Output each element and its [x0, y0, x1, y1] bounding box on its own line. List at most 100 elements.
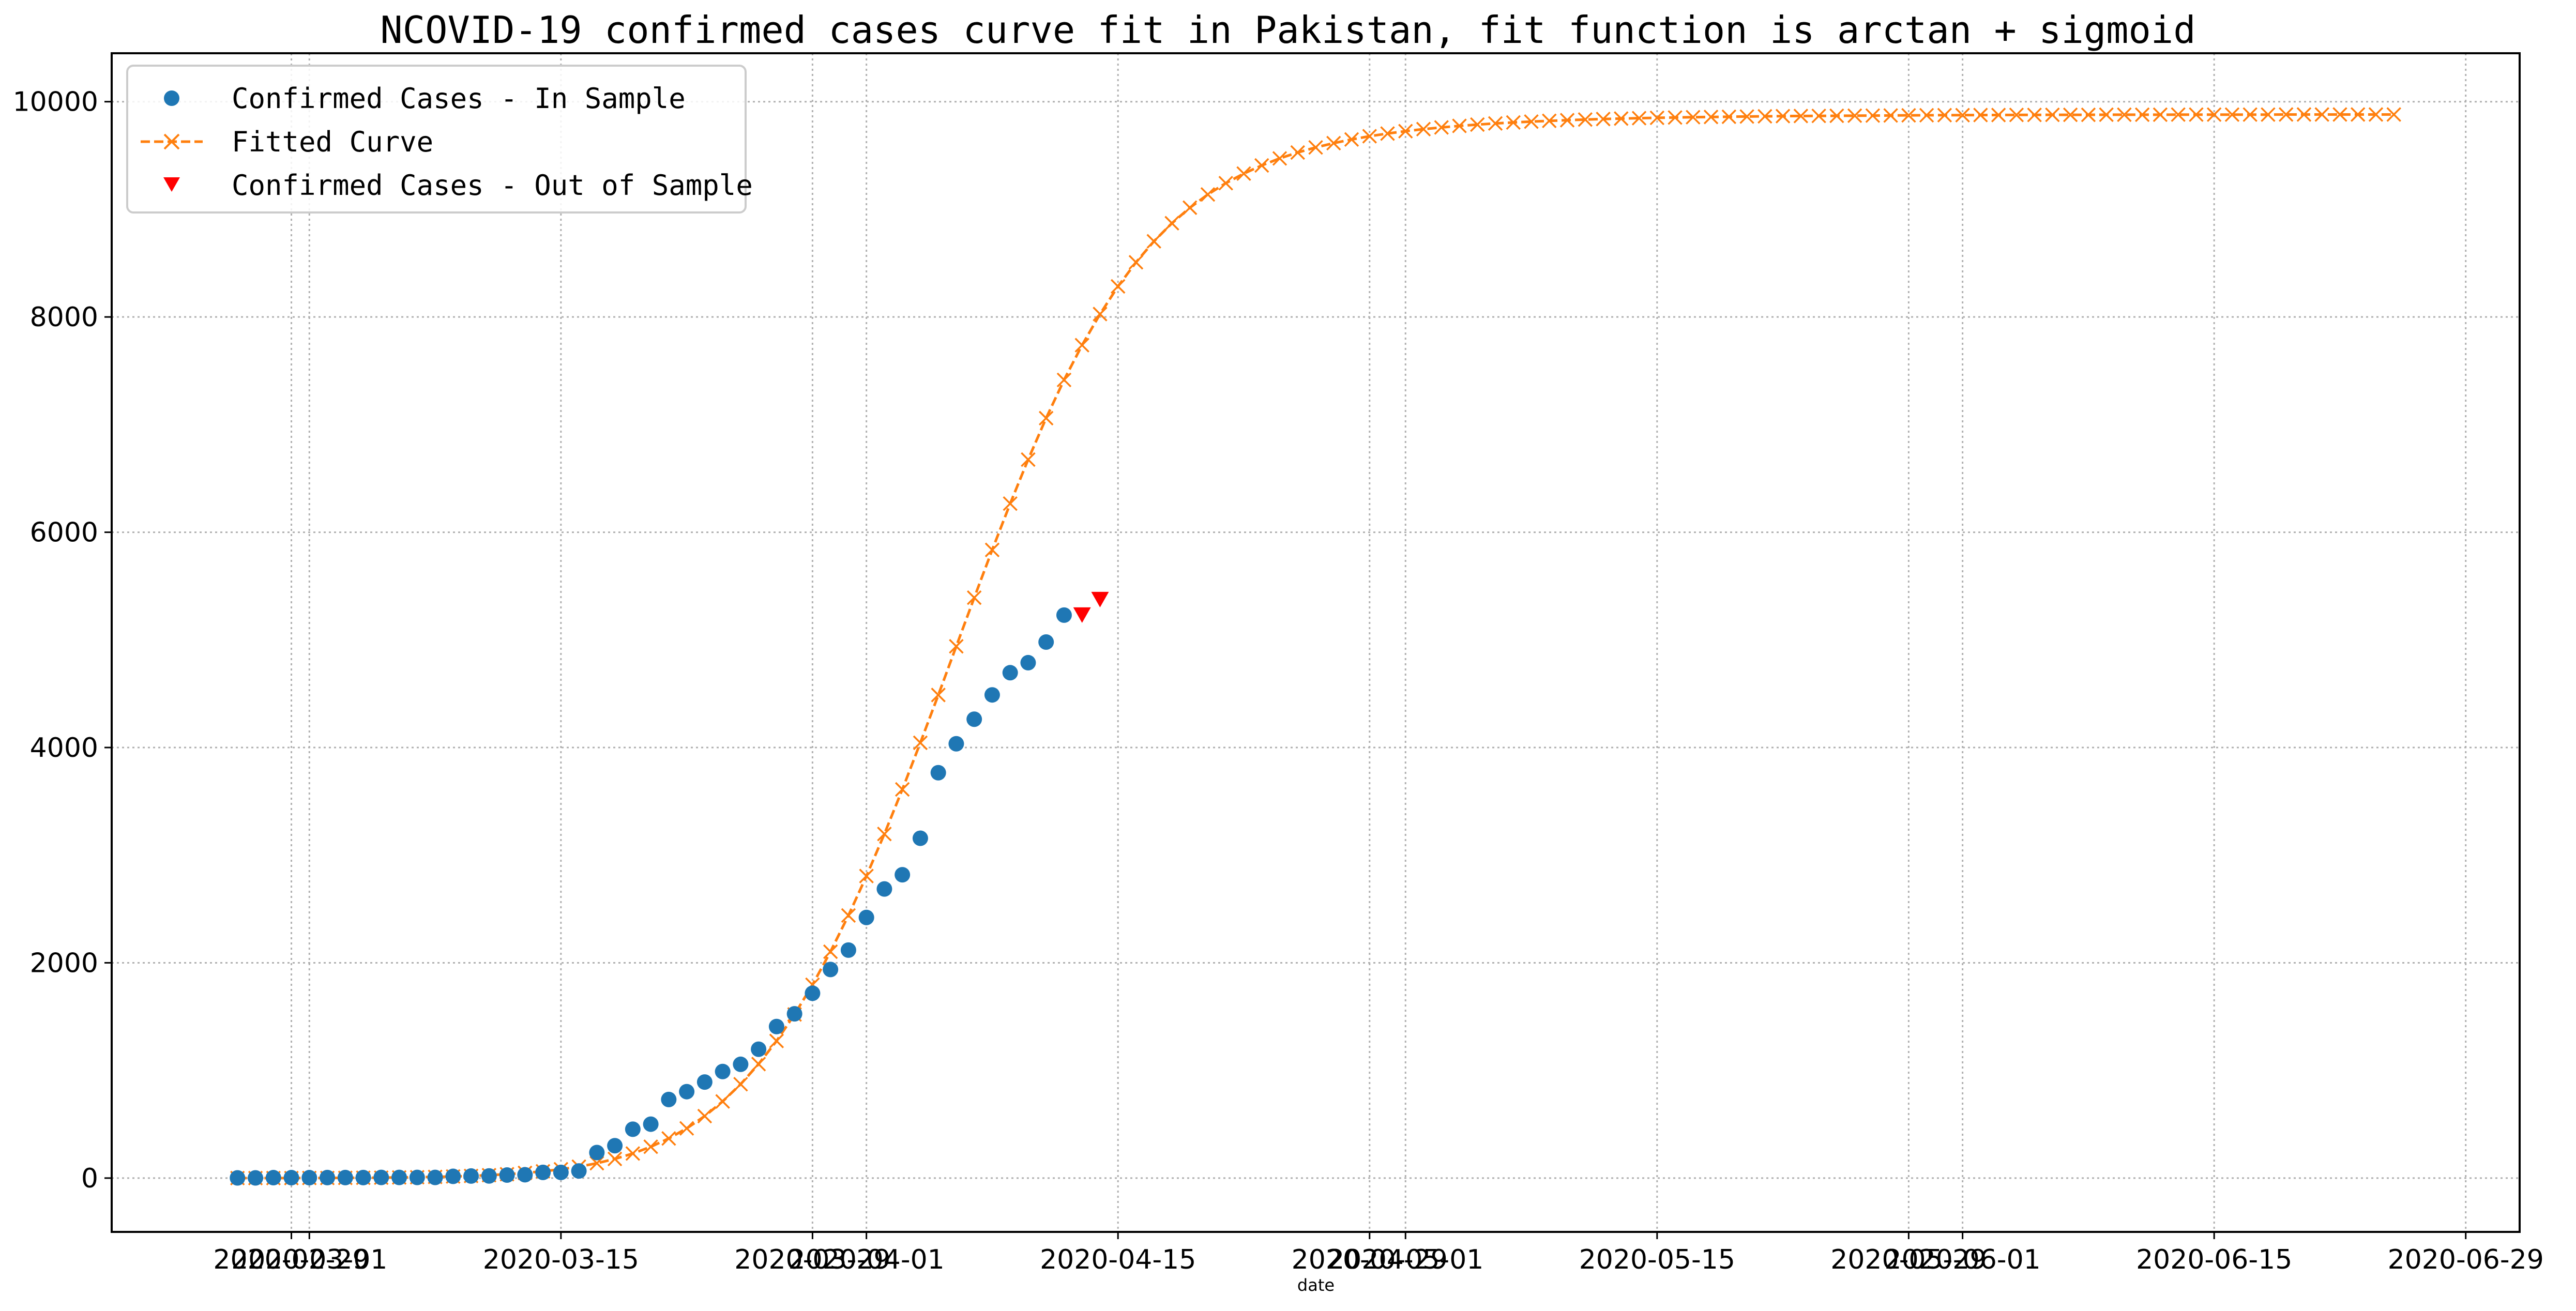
fitted-curve-point	[1416, 121, 1431, 137]
in-sample-point	[337, 1169, 353, 1185]
fitted-curve-point	[895, 782, 910, 797]
legend: Confirmed Cases - In Sample Fitted Curve…	[126, 65, 753, 214]
fitted-curve-point	[1811, 108, 1826, 124]
fitted-curve-point	[2386, 107, 2401, 122]
fitted-curve-point	[949, 639, 964, 654]
fitted-curve-point	[1937, 108, 1952, 123]
fitted-curve-point	[1182, 200, 1198, 216]
fitted-curve-point	[1883, 108, 1898, 123]
fitted-curve-point	[733, 1077, 748, 1092]
fitted-curve-point	[1038, 410, 1054, 426]
fitted-curve-point	[1614, 111, 1629, 126]
fitted-curve-point	[1829, 108, 1844, 124]
y-tick-label: 2000	[30, 948, 98, 979]
in-sample-point	[248, 1170, 264, 1186]
fitted-curve-point	[1757, 109, 1772, 124]
fitted-curve-point	[2099, 107, 2114, 123]
fitted-curve-point	[1542, 113, 1557, 128]
fitted-curve-point	[2153, 107, 2168, 123]
in-sample-point	[409, 1169, 425, 1185]
fitted-curve-point	[1901, 108, 1916, 123]
fitted-curve-point	[1596, 111, 1611, 127]
fitted-curve-point	[661, 1131, 676, 1146]
fitted-curve-point	[913, 735, 928, 751]
fitted-curve-point	[1236, 166, 1251, 181]
in-sample-point	[948, 736, 964, 752]
fitted-curve-point	[697, 1108, 713, 1124]
in-sample-point	[625, 1121, 641, 1137]
chart-title: NCOVID-19 confirmed cases curve fit in P…	[380, 8, 2195, 52]
fitted-curve-point	[1093, 307, 1108, 322]
y-tick-label: 4000	[30, 733, 98, 764]
in-sample-point	[661, 1091, 677, 1107]
fitted-curve-point	[1452, 118, 1467, 133]
fitted-curve-point	[1919, 108, 1934, 123]
fitted-curve-point	[679, 1121, 694, 1136]
in-sample-point	[733, 1056, 749, 1072]
fitted-curve-point	[984, 542, 1000, 557]
in-sample-point	[966, 711, 982, 727]
legend-box	[126, 65, 747, 214]
fitted-curve-point	[1146, 234, 1161, 249]
fitted-curve-point	[751, 1057, 766, 1072]
in-sample-point	[391, 1169, 407, 1185]
fitted-curve-point	[2171, 107, 2186, 122]
in-sample-point	[805, 985, 821, 1001]
fitted-curve-point	[1973, 108, 1988, 123]
in-sample-point	[445, 1168, 461, 1184]
y-tick-label: 6000	[30, 517, 98, 548]
x-tick-label: 2020-04-29	[1292, 1244, 1448, 1275]
fitted-curve-point	[2134, 107, 2150, 123]
fitted-curve-point	[2206, 107, 2222, 122]
fitted-curve-point	[1164, 216, 1179, 231]
fitted-curve-point	[841, 908, 856, 923]
fitted-curve-point	[643, 1139, 658, 1154]
fitted-curve-point	[625, 1146, 641, 1161]
fitted-curve-point	[1254, 158, 1269, 173]
fitted-curve-point	[2224, 107, 2240, 122]
in-sample-point	[301, 1170, 317, 1186]
fitted-curve-point	[2278, 107, 2294, 122]
fitted-curve-point	[1668, 110, 1683, 125]
grid-lines	[112, 53, 2520, 1232]
in-sample-point	[768, 1018, 784, 1034]
fitted-curve-point	[769, 1033, 784, 1048]
fitted-curve-point	[1775, 109, 1791, 124]
out-of-sample-point	[1073, 607, 1091, 623]
in-sample-point	[895, 867, 911, 883]
fitted-curve-point	[1362, 129, 1377, 144]
in-sample-point	[230, 1170, 246, 1186]
in-sample-point	[283, 1170, 299, 1186]
y-axis: 0 2000 4000 6000 8000 10000	[13, 87, 112, 1194]
fitted-curve-point	[1488, 116, 1503, 131]
in-sample-point	[715, 1063, 731, 1079]
in-sample-point	[553, 1164, 569, 1180]
fitted-curve-point	[2117, 107, 2132, 123]
in-sample-point	[355, 1169, 371, 1185]
x-tick-label: 2020-03-29	[734, 1244, 890, 1275]
in-sample-point	[535, 1164, 551, 1180]
fitted-curve-point	[1272, 151, 1287, 166]
fitted-curve-point	[715, 1094, 730, 1109]
fitted-curve-point	[2027, 108, 2042, 123]
in-sample-point	[696, 1074, 713, 1090]
fitted-curve-point	[1721, 109, 1737, 125]
in-sample-point	[481, 1168, 497, 1184]
fitted-curve-point	[2045, 107, 2060, 123]
y-tick-label: 0	[81, 1163, 98, 1194]
legend-label-out-of-sample: Confirmed Cases - Out of Sample	[232, 169, 753, 202]
fitted-curve-point	[2261, 107, 2276, 122]
fitted-curve-point	[1578, 112, 1593, 127]
in-sample-point	[858, 909, 874, 925]
in-sample-point	[320, 1169, 336, 1185]
legend-label-in-sample: Confirmed Cases - In Sample	[232, 82, 686, 115]
fitted-curve-point	[1631, 111, 1647, 126]
fitted-curve-point	[2368, 107, 2384, 122]
fitted-curve-point	[1649, 110, 1665, 126]
legend-swatch-in-sample	[164, 90, 179, 106]
fitted-curve-point	[1200, 187, 1216, 202]
in-sample-point	[786, 1006, 802, 1022]
fitted-curve-point	[1955, 108, 1970, 123]
in-sample-point	[912, 830, 928, 846]
